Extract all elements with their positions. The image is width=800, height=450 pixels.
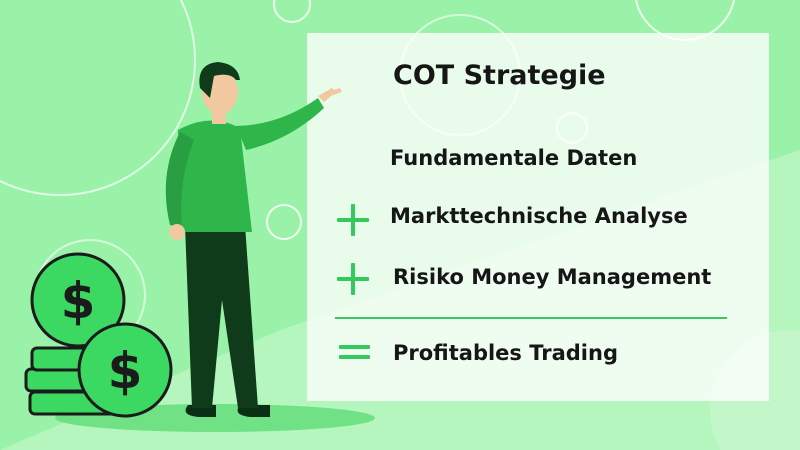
item-fundamentale-daten: Fundamentale Daten	[390, 146, 638, 170]
item-markttechnische-analyse: Markttechnische Analyse	[390, 204, 688, 228]
equals-icon	[339, 345, 370, 359]
content-panel	[307, 33, 769, 401]
svg-text:$: $	[108, 342, 143, 400]
svg-text:$: $	[61, 272, 96, 330]
dollar-coin-icon: $	[30, 252, 126, 348]
item-profitables-trading: Profitables Trading	[393, 341, 618, 365]
plus-icon	[337, 204, 369, 236]
plus-icon	[337, 263, 369, 295]
person-pointing-illustration	[165, 62, 342, 417]
page-title: COT Strategie	[393, 60, 606, 91]
sum-divider	[335, 317, 727, 319]
dollar-coin-icon: $	[77, 322, 173, 418]
item-risiko-money-management: Risiko Money Management	[393, 265, 712, 289]
